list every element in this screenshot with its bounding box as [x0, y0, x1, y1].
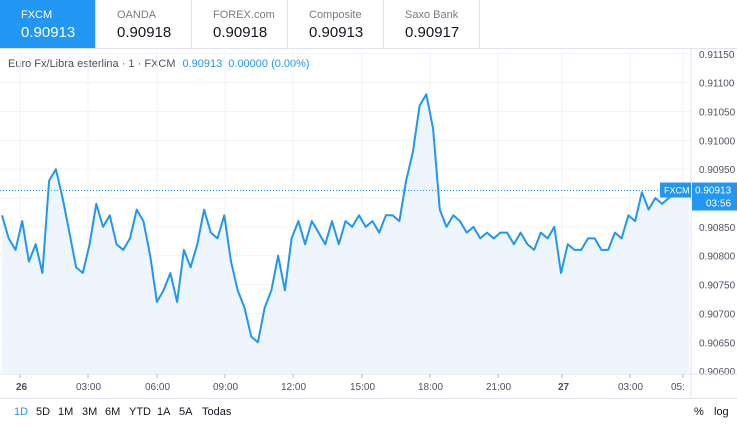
- tab-price: 0.90918: [213, 24, 268, 41]
- x-tick-label: 15:00: [350, 382, 375, 393]
- y-tick-label: 0.90750: [699, 281, 736, 292]
- y-tick-label: 0.90850: [699, 223, 736, 234]
- x-tick-label: 12:00: [281, 382, 306, 393]
- percent-toggle[interactable]: %: [694, 406, 704, 418]
- tab-price: 0.90913: [309, 24, 364, 41]
- tab-oanda[interactable]: OANDA 0.90918: [96, 0, 192, 48]
- tab-name: OANDA: [117, 9, 157, 21]
- tab-fxcm[interactable]: FXCM 0.90913: [0, 0, 96, 48]
- x-tick-label: 26: [16, 382, 28, 393]
- tab-composite[interactable]: Composite 0.90913: [288, 0, 384, 48]
- tab-name: FXCM: [21, 9, 53, 21]
- tab-saxo-bank[interactable]: Saxo Bank 0.90917: [384, 0, 480, 48]
- log-toggle[interactable]: log: [714, 406, 729, 418]
- x-tick-label: 18:00: [418, 382, 443, 393]
- range-1m[interactable]: 1M: [58, 406, 74, 418]
- range-5d[interactable]: 5D: [36, 406, 51, 418]
- tab-price: 0.90913: [21, 24, 76, 41]
- x-tick-label: 21:00: [486, 382, 511, 393]
- y-tick-label: 0.91150: [699, 50, 735, 61]
- y-tick-label: 0.90800: [699, 252, 736, 263]
- price-area: [2, 94, 689, 374]
- y-tick-label: 0.90650: [699, 338, 736, 349]
- price-tag-countdown: 03:56: [706, 199, 731, 210]
- range-6m[interactable]: 6M: [105, 406, 121, 418]
- bottom-toolbar: % log 1D 5D 1M 3M 6M YTD 1A 5A Todas: [0, 398, 737, 427]
- price-tag-label-bg: [660, 182, 691, 198]
- tab-name: Composite: [309, 9, 362, 21]
- y-tick-label: 0.91100: [699, 79, 735, 90]
- x-tick-label: 03:00: [76, 382, 101, 393]
- legend-value: 0.90913: [182, 58, 223, 70]
- y-tick-label: 0.90600: [699, 367, 736, 378]
- y-tick-label: 0.90700: [699, 309, 736, 320]
- price-chart[interactable]: 0.91150 0.91100 0.91050 0.91000 0.90950 0.909…: [0, 48, 737, 398]
- x-tick-label: 09:00: [213, 382, 238, 393]
- y-tick-label: 0.91050: [699, 107, 736, 118]
- tab-name: Saxo Bank: [405, 9, 459, 21]
- legend-change: 0.00000 (0.00%): [228, 58, 310, 70]
- y-tick-label: 0.90950: [699, 165, 736, 176]
- price-tag-label: FXCM: [664, 186, 690, 196]
- tab-price: 0.90917: [405, 24, 460, 41]
- x-tick-label: 27: [558, 382, 570, 393]
- range-ytd[interactable]: YTD: [129, 406, 151, 418]
- y-tick-label: 0.91000: [699, 136, 736, 147]
- x-tick-label: 03:00: [618, 382, 643, 393]
- price-tag-value: 0.90913: [695, 186, 732, 197]
- exchange-tabs: FXCM 0.90913 OANDA 0.90918 FOREX.com 0.90918 C…: [0, 0, 737, 49]
- tab-forex-com[interactable]: FOREX.com 0.90918: [192, 0, 288, 48]
- tab-name: FOREX.com: [213, 9, 275, 21]
- price-line: [1, 93, 689, 344]
- range-5a[interactable]: 5A: [179, 406, 193, 418]
- x-tick-label: 06:00: [145, 382, 170, 393]
- range-todas[interactable]: Todas: [202, 406, 232, 418]
- price-tag-bg: [692, 182, 737, 211]
- range-1a[interactable]: 1A: [157, 406, 171, 418]
- x-tick-label: 05:: [671, 382, 685, 393]
- tab-price: 0.90918: [117, 24, 172, 41]
- legend-title: Euro Fx/Libra esterlina · 1 · FXCM: [8, 58, 176, 70]
- range-1d[interactable]: 1D: [14, 406, 29, 418]
- range-3m[interactable]: 3M: [82, 406, 98, 418]
- chart-legend: Euro Fx/Libra esterlina · 1 · FXCM 0.9091…: [8, 58, 310, 70]
